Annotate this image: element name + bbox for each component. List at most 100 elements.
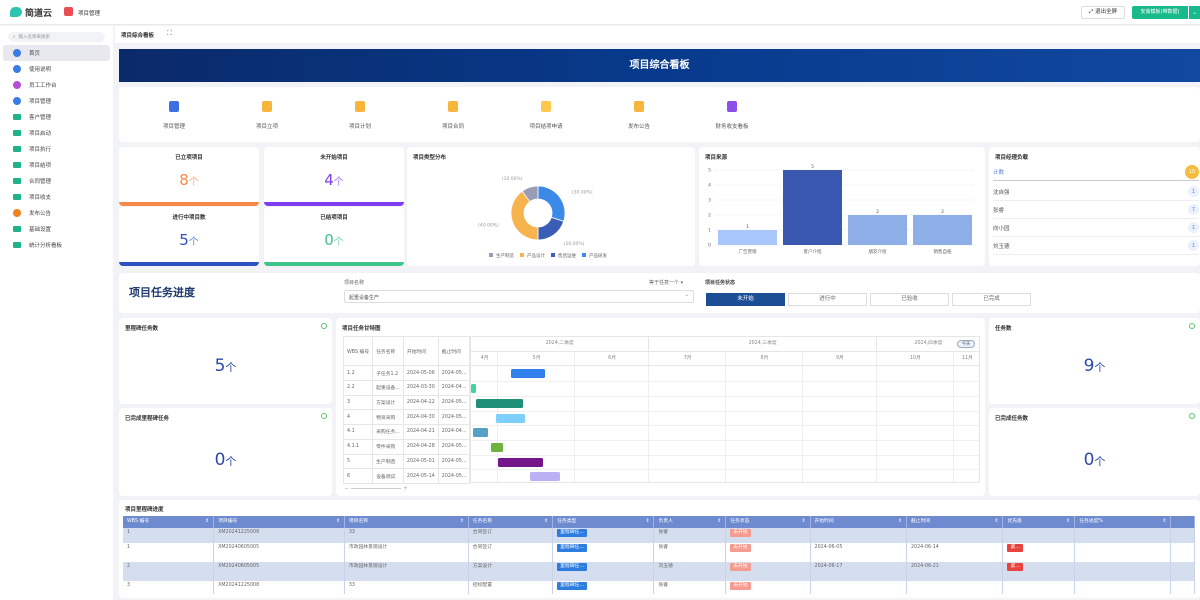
gantt-row[interactable]: 2.2 起重设备... 2024-03-30 2024-04... xyxy=(342,380,471,396)
quick-link[interactable]: 项目管理 xyxy=(129,101,219,130)
sort-icon[interactable]: ⇕ xyxy=(205,519,210,524)
sidebar-item[interactable]: 客户管理 xyxy=(3,109,110,125)
info-icon[interactable] xyxy=(1189,413,1195,419)
app-name[interactable]: 项目管理 xyxy=(78,11,101,17)
donut-slice[interactable] xyxy=(521,185,539,203)
sort-icon[interactable]: ⇕ xyxy=(994,519,999,524)
bar[interactable] xyxy=(848,215,907,245)
gantt-bar[interactable] xyxy=(471,384,476,394)
sort-icon[interactable]: ⇕ xyxy=(717,519,722,524)
table-column-header[interactable]: 优先级 ⇕ xyxy=(1002,516,1076,528)
info-icon[interactable] xyxy=(321,413,327,419)
quick-link[interactable]: 项目合同 xyxy=(408,101,498,130)
donut-slice[interactable] xyxy=(537,216,565,241)
sidebar-item[interactable]: 项目启动 xyxy=(3,125,110,141)
table-column-header[interactable]: 任务类型 ⇕ xyxy=(552,516,655,528)
legend-label[interactable]: 产品设计 xyxy=(527,252,545,259)
sidebar-item[interactable]: 项目管理 xyxy=(3,93,110,109)
legend-label[interactable]: 产品研发 xyxy=(589,252,607,259)
manager-row[interactable]: 刘玉德 1 xyxy=(993,237,1199,255)
bar[interactable] xyxy=(718,230,777,245)
priority-badge: 紧... xyxy=(1007,563,1023,571)
table-row[interactable]: 3 XM20241225008 33 招标配置 里程碑任... 张睿 未开始 xyxy=(123,581,1195,594)
sort-icon[interactable]: ⇕ xyxy=(459,519,464,524)
sidebar-item[interactable]: 使用说明 xyxy=(3,61,110,77)
sort-icon[interactable]: ⇕ xyxy=(801,519,806,524)
sort-icon[interactable]: ⇕ xyxy=(544,519,549,524)
donut-slice[interactable] xyxy=(537,185,566,222)
table-column-header[interactable]: 项目名称 ⇕ xyxy=(344,516,469,528)
manager-row[interactable]: 沈自强 1 xyxy=(993,183,1199,201)
exit-fullscreen-button[interactable]: ⤢ 退出全屏 xyxy=(1081,6,1125,19)
today-button[interactable]: 今天 xyxy=(957,340,975,348)
legend-label[interactable]: 生产制造 xyxy=(496,252,514,259)
sort-icon[interactable]: ⇕ xyxy=(335,519,340,524)
logo-icon xyxy=(10,7,22,17)
quick-link[interactable]: 财务收支看板 xyxy=(687,101,777,130)
status-filter-button[interactable]: 已验收 xyxy=(870,293,949,306)
table-column-header[interactable]: 负责人 ⇕ xyxy=(653,516,727,528)
sidebar-item-label: 项目收支 xyxy=(29,195,52,201)
sort-icon[interactable]: ⇕ xyxy=(1162,519,1167,524)
chevron-down-icon[interactable]: ⌄ xyxy=(1189,6,1200,19)
table-row[interactable]: 2 XM20240605005 市政园林景观设计 方案设计 里程碑任... 刘玉德 未开始 2… xyxy=(123,562,1195,581)
gantt-bar[interactable] xyxy=(490,442,504,452)
quick-link[interactable]: 项目计划 xyxy=(315,101,405,130)
gantt-bar[interactable] xyxy=(473,428,489,438)
gantt-row[interactable]: 4.1 采购任务... 2024-04-21 2024-04... xyxy=(342,424,471,440)
status-filter-button[interactable]: 未开始 xyxy=(706,293,785,306)
legend-label[interactable]: 售后运维 xyxy=(558,252,576,259)
gantt-row[interactable]: 1.2 子任务1.2 2024-05-06 2024-05... xyxy=(342,365,471,382)
gantt-row[interactable]: 4 物资采购 2024-04-30 2024-05... xyxy=(342,409,471,426)
sidebar-item[interactable]: 项目结项 xyxy=(3,157,110,173)
zoom-slider[interactable]: − + xyxy=(344,485,408,492)
sidebar-item[interactable]: 员工工作台 xyxy=(3,77,110,93)
gantt-row[interactable]: 4.1.1 零件采购 2024-04-28 2024-05... xyxy=(342,438,471,455)
table-cell: 里程碑任... xyxy=(552,543,655,562)
status-filter-button[interactable]: 进行中 xyxy=(788,293,867,306)
sidebar-item[interactable]: 合同管理 xyxy=(3,173,110,189)
sidebar-item[interactable]: 项目执行 xyxy=(3,141,110,157)
table-column-header[interactable]: 开始时间 ⇕ xyxy=(810,516,907,528)
quick-link[interactable]: 项目结项申请 xyxy=(501,101,591,130)
sidebar-item[interactable]: 首页 xyxy=(3,45,110,61)
quick-link[interactable]: 项目立项 xyxy=(222,101,312,130)
fullscreen-icon[interactable]: ⛶ xyxy=(167,29,172,37)
filter-operator[interactable]: 等于任意一个 ▾ xyxy=(649,280,684,286)
gantt-row[interactable]: 6 设备调试 2024-05-14 2024-05... xyxy=(342,468,471,484)
sidebar-search[interactable]: ⌕ 输入名称来搜索 xyxy=(8,32,105,42)
bar[interactable] xyxy=(913,215,972,245)
table-column-header[interactable]: 项目编号 ⇕ xyxy=(213,516,345,528)
table-row[interactable]: 1 XM20241225008 33 合同签订 里程碑任... 张睿 未开始 xyxy=(123,528,1195,543)
sort-icon[interactable]: ⇕ xyxy=(645,519,650,524)
sidebar-item[interactable]: 统计分析看板 xyxy=(3,237,110,253)
table-column-header[interactable]: 任务名称 ⇕ xyxy=(468,516,554,528)
quick-link[interactable]: 发布公告 xyxy=(594,101,684,130)
gantt-bar[interactable] xyxy=(510,369,546,379)
table-column-header[interactable]: 任务进度% ⇕ xyxy=(1074,516,1172,528)
gantt-row[interactable]: 5 生产制造 2024-05-01 2024-05... xyxy=(342,453,471,470)
manager-row[interactable]: 向小园 1 xyxy=(993,219,1199,237)
gantt-bar[interactable] xyxy=(495,413,526,423)
project-name-select[interactable]: 起重设备生产 ⌄ xyxy=(344,290,694,303)
sort-icon[interactable]: ⇕ xyxy=(897,519,902,524)
info-icon[interactable] xyxy=(1189,323,1195,329)
gantt-timeline[interactable]: 2024,二季度 2024,三季度 2024,四季度 4月 5月 6月 7月 8月 9月 10月 1… xyxy=(470,336,980,483)
table-row[interactable]: 1 XM20240605005 市政园林景观设计 合同签订 里程碑任... 张睿 未开始 20… xyxy=(123,543,1195,562)
sidebar-item[interactable]: 发布公告 xyxy=(3,205,110,221)
gantt-bar[interactable] xyxy=(475,398,523,408)
manager-row[interactable]: 张睿 7 xyxy=(993,201,1199,219)
bar[interactable] xyxy=(783,170,842,245)
table-column-header[interactable]: WBS 编号 ⇕ xyxy=(123,516,215,528)
table-column-header[interactable]: 任务状态 ⇕ xyxy=(725,516,811,528)
gantt-bar[interactable] xyxy=(498,457,543,467)
info-icon[interactable] xyxy=(321,323,327,329)
table-column-header[interactable]: 截止时间 ⇕ xyxy=(906,516,1004,528)
gantt-row[interactable]: 3 方案设计 2024-04-22 2024-05... xyxy=(342,394,471,411)
install-template-button[interactable]: 安装模板(带数据) xyxy=(1132,6,1188,19)
sidebar-item[interactable]: 基础设置 xyxy=(3,221,110,237)
sidebar-item[interactable]: 项目收支 xyxy=(3,189,110,205)
sort-icon[interactable]: ⇕ xyxy=(1066,519,1071,524)
gantt-bar[interactable] xyxy=(530,472,561,482)
status-filter-button[interactable]: 已完成 xyxy=(952,293,1031,306)
